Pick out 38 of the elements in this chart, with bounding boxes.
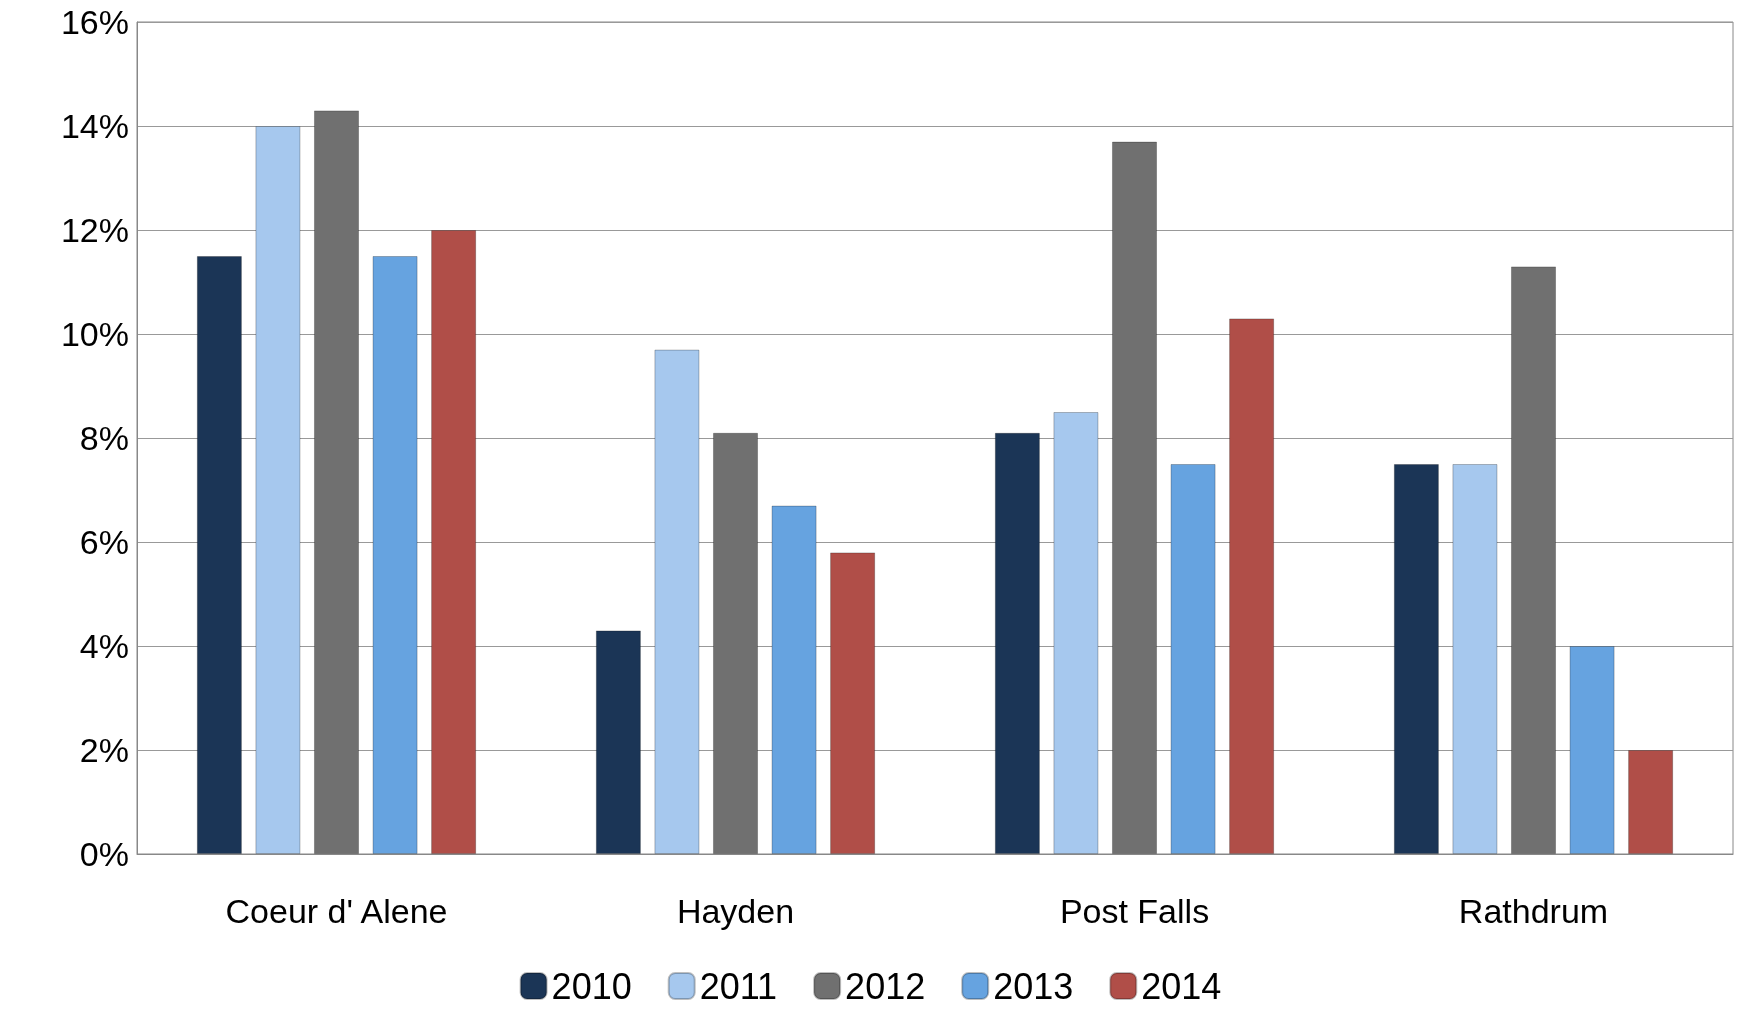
bar <box>1229 318 1275 854</box>
legend-label: 2013 <box>993 965 1074 1007</box>
bar <box>255 126 301 854</box>
bar <box>431 230 477 854</box>
legend-label: 2014 <box>1141 965 1222 1007</box>
bar <box>1510 266 1557 854</box>
x-tick-label: Coeur d' Alene <box>225 892 448 930</box>
bar <box>1452 464 1498 854</box>
bar <box>712 432 759 854</box>
bar <box>1393 464 1439 854</box>
bar <box>1170 464 1216 854</box>
bar <box>771 505 817 854</box>
y-tick-label: 6% <box>79 523 129 561</box>
y-tick-label: 0% <box>79 835 129 873</box>
bar <box>313 110 360 854</box>
bar <box>1053 412 1099 854</box>
bar <box>830 552 876 854</box>
y-tick-label: 10% <box>60 315 129 353</box>
bar <box>1569 646 1615 854</box>
legend-label: 2010 <box>551 965 632 1007</box>
bar <box>994 432 1040 854</box>
bar <box>595 630 641 854</box>
legend-label: 2011 <box>699 965 778 1007</box>
bar <box>372 256 418 854</box>
y-tick-label: 12% <box>60 211 129 249</box>
y-tick-label: 16% <box>60 3 129 41</box>
bar <box>1628 750 1674 854</box>
bar <box>196 256 242 854</box>
x-tick-label: Rathdrum <box>1458 892 1609 930</box>
y-tick-label: 14% <box>60 107 129 145</box>
y-tick-label: 4% <box>79 627 129 665</box>
bar <box>654 349 700 854</box>
y-tick-label: 8% <box>79 419 129 457</box>
x-tick-label: Hayden <box>676 892 795 930</box>
bar <box>1111 141 1158 854</box>
x-tick-label: Post Falls <box>1059 892 1210 930</box>
y-tick-label: 2% <box>79 731 129 769</box>
legend-label: 2012 <box>845 965 926 1007</box>
